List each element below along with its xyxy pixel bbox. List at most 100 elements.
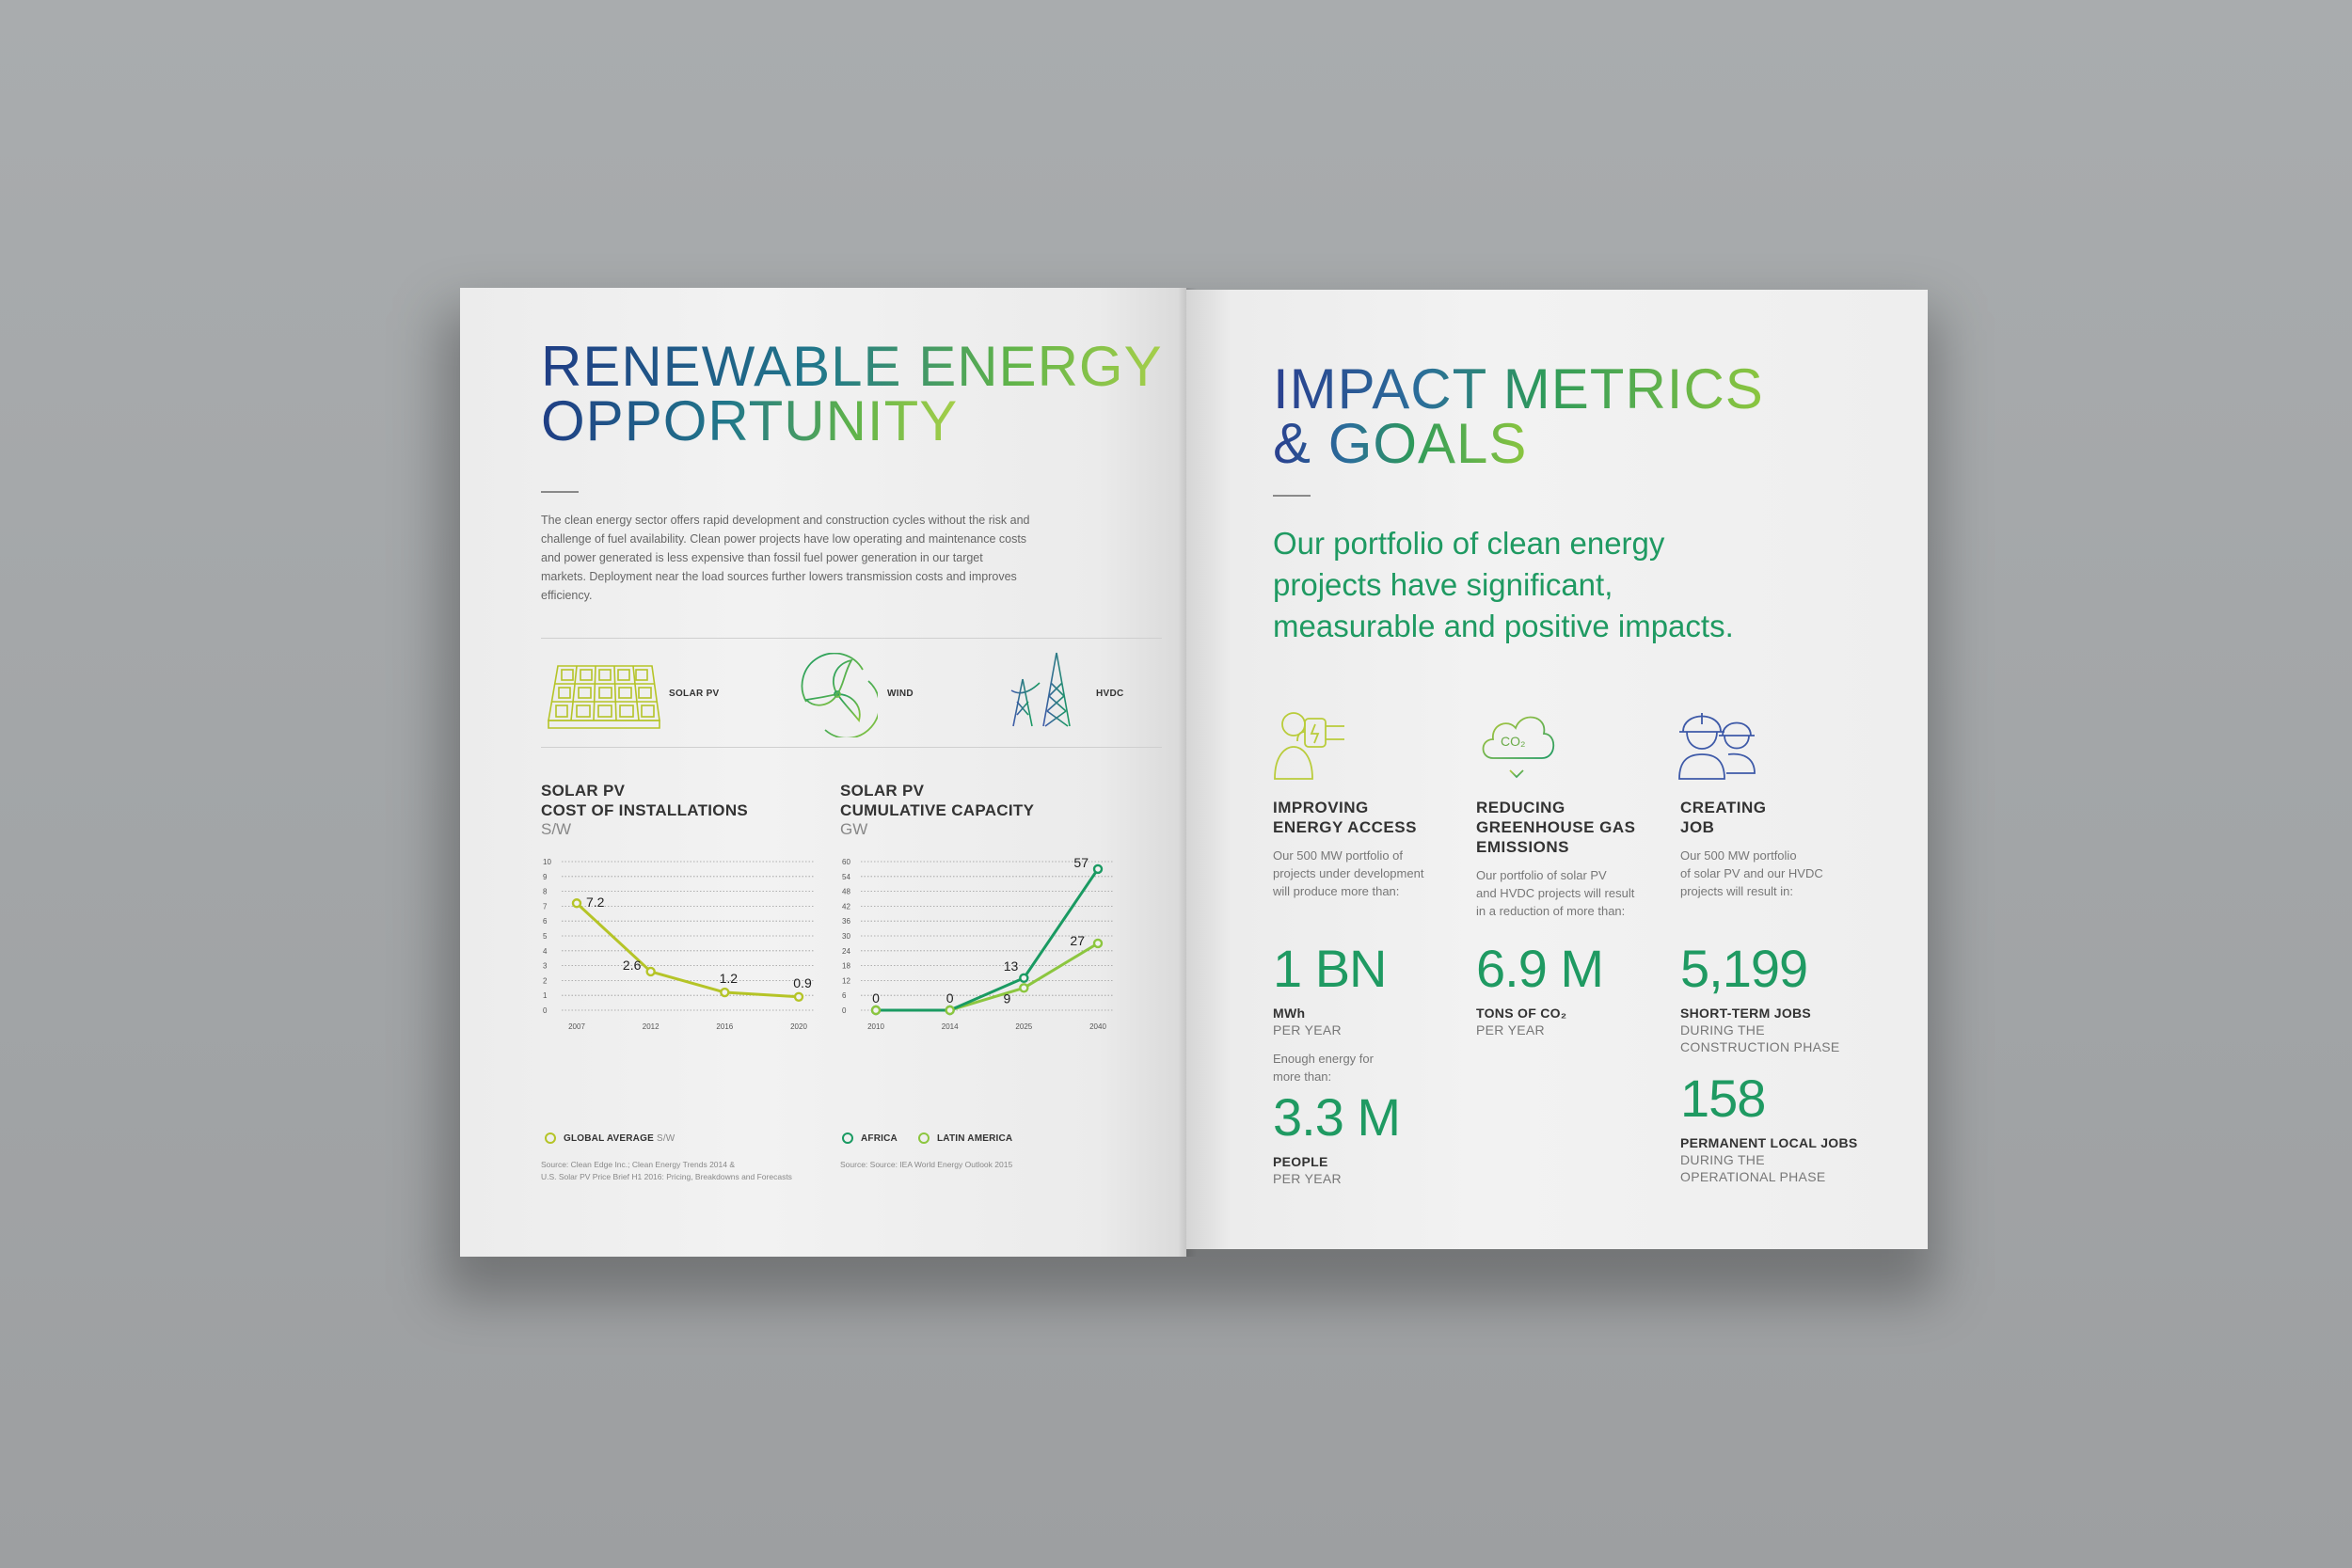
metric3-head-line1: CREATING	[1680, 799, 1767, 816]
solar-pv-label: SOLAR PV	[669, 689, 720, 699]
hvdc-label: HVDC	[1096, 689, 1124, 699]
legend-dot-latin-america	[917, 1132, 930, 1144]
y-tick-label: 60	[842, 858, 850, 866]
y-tick-label: 0	[842, 1006, 847, 1015]
metric1-head-line1: IMPROVING	[1273, 799, 1369, 816]
value-1bn-unit: MWh	[1273, 1006, 1306, 1021]
chart1-source: Source: Clean Edge Inc.; Clean Energy Tr…	[541, 1159, 842, 1183]
metric1-desc-line1: Our 500 MW portfolio of	[1273, 848, 1403, 863]
data-label: 0.9	[793, 975, 812, 990]
x-tick-label: 2007	[568, 1022, 585, 1031]
legend-global-average-label: GLOBAL AVERAGE	[564, 1132, 654, 1144]
metric-greenhouse-gas: REDUCING GREENHOUSE GAS EMISSIONS Our po…	[1476, 798, 1664, 920]
y-tick-label: 36	[842, 917, 850, 926]
x-tick-label: 2016	[716, 1022, 733, 1031]
x-tick-label: 2014	[942, 1022, 959, 1031]
metric-creating-jobs: CREATING JOB Our 500 MW portfolio of sol…	[1680, 798, 1887, 900]
value-1bn-period: PER YEAR	[1273, 1022, 1342, 1037]
data-label: 0	[872, 990, 880, 1006]
value-1bn-block: 1 BN MWh PER YEAR Enough energy for more…	[1273, 942, 1387, 1085]
impact-intro-line3: measurable and positive impacts.	[1273, 609, 1734, 643]
data-point	[1019, 973, 1029, 983]
data-point	[645, 966, 656, 977]
value-5199-unit: SHORT-TERM JOBS	[1680, 1006, 1812, 1021]
value-6-9m-unit: TONS OF CO₂	[1476, 1006, 1567, 1021]
y-tick-label: 18	[842, 962, 850, 971]
metric1-head-line2: ENERGY ACCESS	[1273, 818, 1417, 836]
value-3-3m-block: 3.3 M PEOPLE PER YEAR	[1273, 1087, 1401, 1187]
legend-africa: AFRICA	[861, 1132, 898, 1144]
value-3-3m-unit: PEOPLE	[1273, 1154, 1328, 1169]
right-title-line2: & GOALS	[1273, 412, 1528, 475]
chart1-source-line1: Source: Clean Edge Inc.; Clean Energy Tr…	[541, 1160, 736, 1169]
data-point	[793, 991, 804, 1002]
left-title-line2: OPPORTUNITY	[541, 389, 959, 452]
value-158-block: 158 PERMANENT LOCAL JOBS DURING THE OPER…	[1680, 1072, 1858, 1185]
co2-cloud-icon: CO₂	[1476, 702, 1557, 786]
metric3-desc-line1: Our 500 MW portfolio	[1680, 848, 1797, 863]
value-6-9m-period: PER YEAR	[1476, 1022, 1545, 1037]
chart1-title-line2: COST OF INSTALLATIONS	[541, 801, 749, 819]
wind-turbine-icon	[801, 653, 878, 737]
metric1-desc-line3: will produce more than:	[1273, 884, 1400, 898]
series-line-africa	[876, 868, 1100, 1012]
left-page: RENEWABLE ENERGY OPPORTUNITY The clean e…	[460, 288, 1186, 1257]
extra-line2: more than:	[1273, 1069, 1332, 1084]
co2-cloud-shape	[1482, 716, 1555, 779]
cumulative-capacity-chart: 0 6 12 18 24 30 36 42 48 54 60 2010 2014 2025 2040 0 0 13…	[842, 856, 1113, 1031]
cost-of-installations-chart: 0 1 2 3 4 5 6 7 8 9 10 2007 2012 2016 2020 7.2 2.6 1.2 0.9	[543, 858, 814, 1031]
chart2-unit: GW	[840, 820, 868, 838]
chart1-unit: S/W	[541, 820, 572, 838]
x-tick-label: 2040	[1089, 1022, 1106, 1031]
metric3-head-line2: JOB	[1680, 818, 1715, 836]
metric3-desc-line2: of solar PV and our HVDC	[1680, 866, 1823, 880]
co2-icon-text: CO₂	[1501, 734, 1526, 749]
y-tick-label: 0	[543, 1006, 548, 1015]
data-point	[571, 898, 582, 909]
y-tick-label: 8	[543, 888, 548, 896]
metric2-desc-line2: and HVDC projects will result	[1476, 886, 1635, 900]
chart2-legend: AFRICA LATIN AMERICA	[842, 1132, 1012, 1144]
y-tick-label: 7	[543, 902, 548, 911]
left-title-line1: RENEWABLE ENERGY	[541, 335, 1163, 398]
value-5199-block: 5,199 SHORT-TERM JOBS DURING THE CONSTRU…	[1680, 942, 1840, 1055]
value-5199-period-line2: CONSTRUCTION PHASE	[1680, 1039, 1840, 1054]
value-158: 158	[1680, 1069, 1766, 1128]
data-point	[1019, 983, 1029, 993]
x-tick-label: 2010	[867, 1022, 884, 1031]
value-1bn: 1 BN	[1273, 939, 1387, 998]
value-158-unit: PERMANENT LOCAL JOBS	[1680, 1135, 1858, 1150]
intro-paragraph: The clean energy sector offers rapid dev…	[541, 514, 1030, 602]
y-tick-label: 5	[543, 932, 548, 941]
chart1-title-line1: SOLAR PV	[541, 782, 626, 800]
value-158-period-line2: OPERATIONAL PHASE	[1680, 1169, 1826, 1184]
metric1-desc-line2: projects under development	[1273, 866, 1424, 880]
chart2-title: SOLAR PV CUMULATIVE CAPACITY GW	[840, 781, 1034, 839]
x-tick-label: 2012	[643, 1022, 660, 1031]
wind-label: WIND	[887, 689, 914, 699]
data-point	[720, 987, 730, 998]
metric2-desc-line3: in a reduction of more than:	[1476, 904, 1626, 918]
x-tick-label: 2025	[1015, 1022, 1032, 1031]
y-tick-label: 48	[842, 888, 850, 896]
legend-dot-africa	[842, 1132, 853, 1144]
data-point	[1092, 938, 1104, 949]
value-158-period-line1: DURING THE	[1680, 1152, 1765, 1167]
icons-bottom-divider	[541, 747, 1162, 748]
y-tick-label: 54	[842, 873, 850, 881]
data-label: 1.2	[720, 971, 739, 986]
value-5199-period-line1: DURING THE	[1680, 1022, 1765, 1037]
impact-intro-line2: projects have significant,	[1273, 567, 1613, 602]
data-label: 2.6	[623, 958, 642, 973]
solar-panel-icon	[548, 665, 660, 729]
extra-line1: Enough energy for	[1273, 1052, 1374, 1066]
impact-intro-line1: Our portfolio of clean energy	[1273, 526, 1665, 561]
workers-icon	[1678, 713, 1756, 780]
y-tick-label: 10	[543, 858, 551, 866]
value-5199: 5,199	[1680, 939, 1808, 998]
data-label: 9	[1004, 990, 1011, 1006]
value-6-9m: 6.9 M	[1476, 939, 1604, 998]
value-3-3m: 3.3 M	[1273, 1087, 1401, 1147]
data-label: 13	[1004, 958, 1019, 974]
